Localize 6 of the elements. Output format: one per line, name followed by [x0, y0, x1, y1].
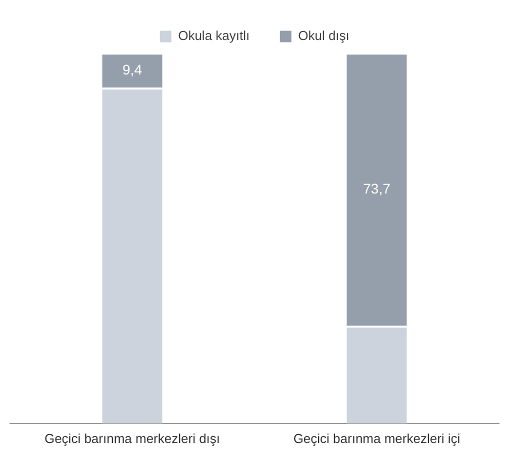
legend-label: Okula kayıtlı: [178, 28, 250, 44]
x-tick-label: Geçici barınma merkezleri dışı: [44, 430, 220, 446]
legend-label: Okul dışı: [298, 28, 350, 44]
data-label: 73,7: [363, 180, 391, 196]
x-tick-label: Geçici barınma merkezleri içi: [293, 430, 460, 446]
data-label: 9,4: [122, 61, 142, 78]
